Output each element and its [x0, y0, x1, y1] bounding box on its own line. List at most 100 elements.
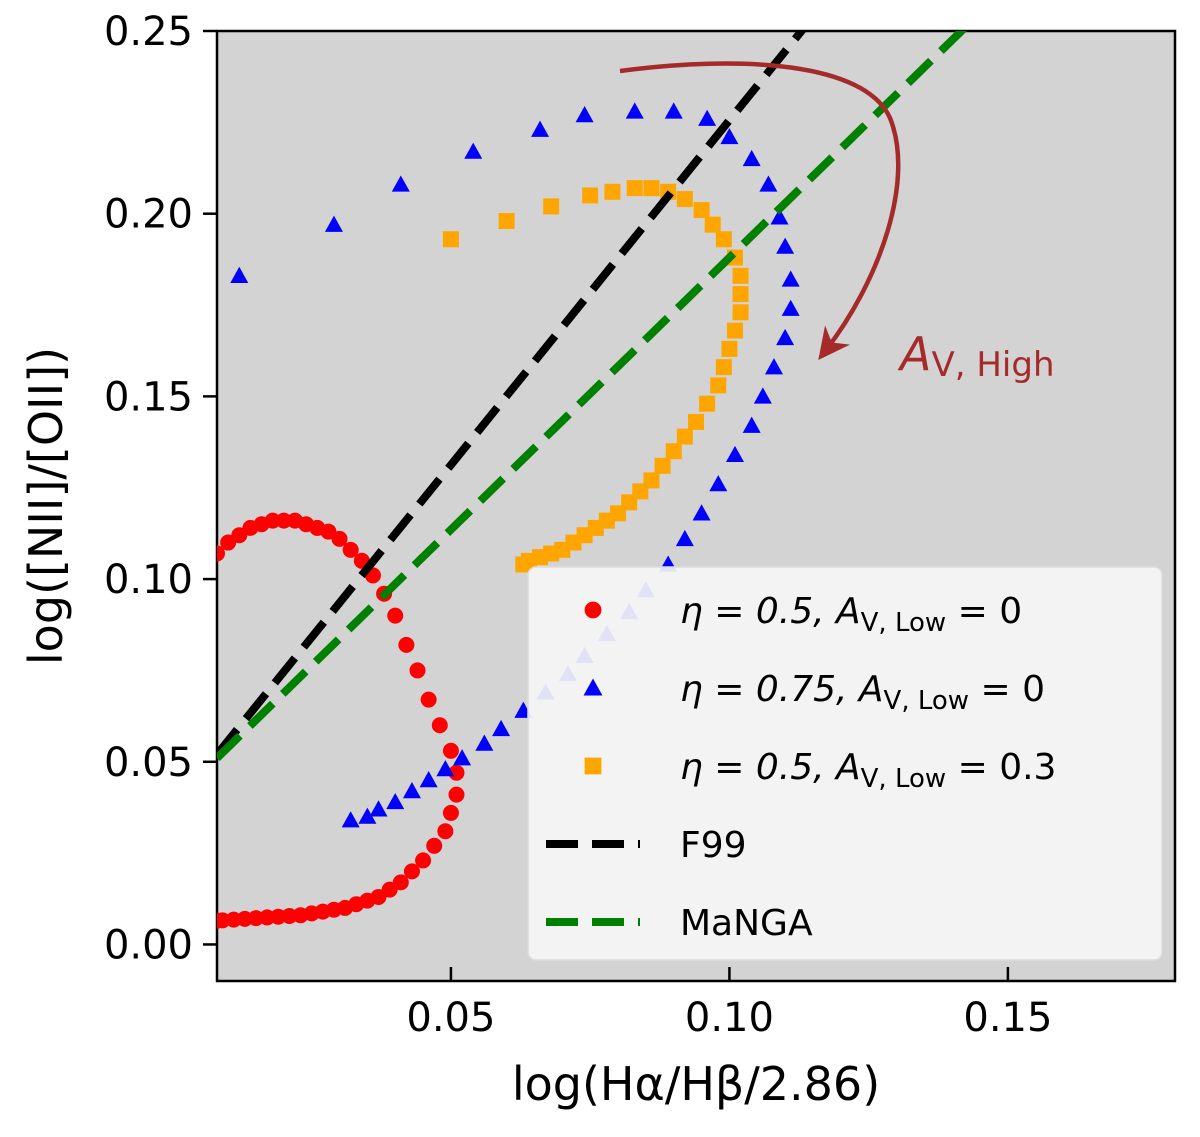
data-point	[654, 457, 671, 474]
data-point	[699, 395, 716, 412]
data-point	[531, 120, 550, 137]
data-point	[398, 636, 415, 653]
x-tick-label: 0.05	[406, 995, 495, 1041]
x-tick-label: 0.15	[963, 995, 1052, 1041]
data-point	[625, 102, 644, 119]
legend-label: MaNGA	[680, 903, 813, 944]
data-point	[742, 416, 761, 433]
data-point	[264, 512, 281, 529]
data-point	[431, 717, 448, 734]
data-point	[688, 413, 704, 430]
f99-line	[217, 31, 807, 757]
data-point	[725, 445, 744, 463]
data-point	[732, 286, 749, 303]
data-point	[217, 912, 225, 929]
data-point	[341, 811, 360, 828]
data-point	[781, 270, 800, 287]
data-point	[575, 106, 594, 123]
data-point	[626, 180, 643, 197]
legend-swatch	[583, 678, 603, 696]
y-tick-label: 0.25	[104, 9, 193, 55]
data-point	[331, 530, 348, 547]
manga-line	[217, 31, 968, 761]
x-axis-label: log(Hα/Hβ/2.86)	[512, 1057, 880, 1111]
data-point	[732, 267, 749, 284]
data-point	[409, 662, 426, 679]
y-tick-label: 0.05	[104, 740, 193, 786]
data-point	[217, 545, 225, 562]
data-point	[448, 764, 465, 781]
data-point	[415, 852, 432, 869]
annotation: AV, High	[619, 61, 1055, 385]
data-point	[665, 443, 682, 460]
y-axis-label: log([NII]/[OII])	[19, 347, 73, 665]
data-point	[693, 202, 710, 219]
data-point	[403, 863, 420, 880]
legend-label: F99	[680, 825, 747, 866]
ticks-layer: 0.05 0.10 0.15 0.00 0.05 0.10 0.15 0.20 0.25	[104, 9, 1053, 1041]
data-point	[492, 719, 511, 737]
data-point	[543, 198, 560, 215]
annotation-arrow	[619, 61, 901, 360]
data-point	[676, 191, 693, 208]
data-point	[698, 109, 717, 126]
legend-swatch	[584, 601, 602, 619]
series-1	[217, 512, 465, 929]
series-layer	[217, 31, 968, 929]
series-2	[230, 102, 800, 828]
data-point	[764, 358, 783, 375]
series-5	[217, 31, 968, 761]
data-point	[442, 231, 459, 248]
data-point	[275, 512, 292, 529]
data-point	[726, 322, 743, 339]
data-point	[692, 504, 711, 521]
data-point	[402, 782, 421, 799]
y-tick-label: 0.00	[104, 922, 193, 968]
legend-label: η = 0.5, AV, Low = 0.3	[680, 747, 1056, 794]
legend-box	[527, 566, 1163, 961]
data-point	[742, 149, 761, 167]
data-point	[710, 377, 727, 394]
data-point	[426, 837, 443, 854]
data-point	[675, 529, 694, 547]
data-point	[515, 556, 532, 573]
legend-label: η = 0.5, AV, Low = 0	[680, 591, 1022, 638]
data-point	[230, 266, 249, 284]
x-tick-label: 0.10	[685, 995, 774, 1041]
data-point	[664, 102, 683, 119]
data-point	[369, 800, 388, 817]
data-point	[720, 127, 739, 145]
data-point	[442, 804, 459, 821]
data-point	[448, 786, 465, 803]
data-point	[715, 359, 732, 376]
data-point	[386, 792, 405, 810]
legend: η = 0.5, AV, Low = 0 η = 0.75, AV, Low = …	[527, 566, 1163, 961]
data-point	[776, 237, 795, 254]
y-tick-label: 0.15	[104, 374, 193, 420]
data-point	[387, 607, 404, 624]
data-point	[604, 183, 621, 200]
y-tick-label: 0.20	[104, 192, 193, 238]
data-point	[776, 328, 795, 346]
data-point	[437, 823, 454, 840]
series-4	[217, 31, 807, 757]
annotation-label: AV, High	[897, 327, 1055, 385]
data-point	[342, 541, 359, 558]
data-point	[643, 180, 660, 197]
data-point	[498, 213, 515, 229]
data-point	[442, 742, 459, 759]
data-point	[453, 749, 472, 766]
data-point	[391, 175, 410, 192]
data-point	[759, 175, 778, 192]
data-point	[420, 691, 437, 708]
data-point	[721, 340, 738, 357]
y-tick-label: 0.10	[104, 557, 193, 603]
data-point	[358, 807, 377, 824]
data-point	[419, 771, 438, 788]
data-point	[324, 215, 343, 232]
data-point	[704, 216, 721, 233]
data-point	[709, 475, 728, 492]
data-point	[676, 428, 693, 445]
data-point	[732, 304, 749, 321]
